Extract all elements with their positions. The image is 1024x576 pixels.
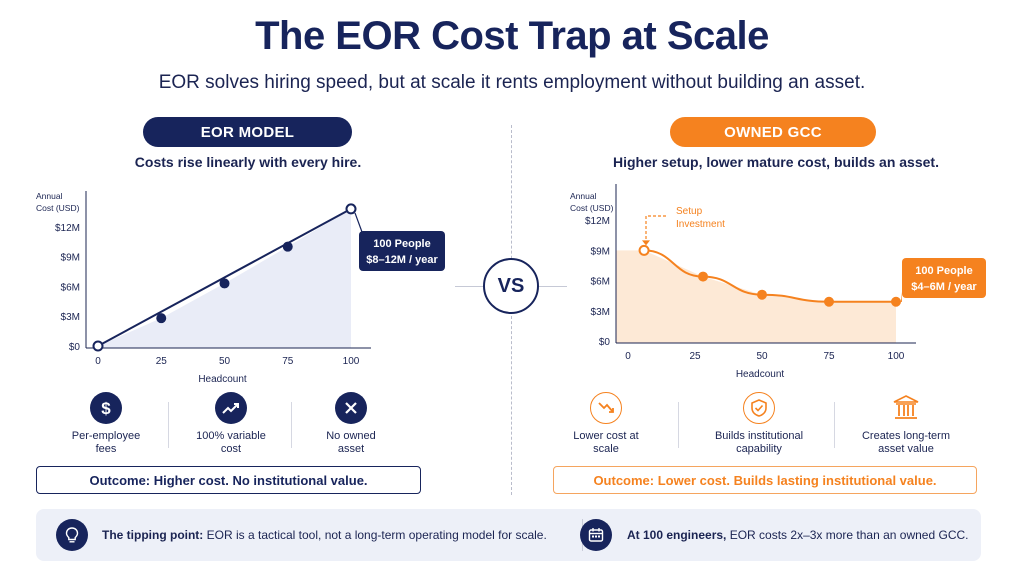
gcc-callout-box: [902, 258, 986, 298]
vs-badge: VS: [483, 258, 539, 314]
eor-x-tick-label: 75: [282, 356, 294, 367]
vs-line-right: [539, 286, 567, 287]
gcc-ylabel: Cost (USD): [570, 203, 614, 213]
gcc-y-tick-label: $0: [599, 337, 611, 348]
gcc-x-tick-label: 25: [689, 351, 701, 362]
feature-separator: [291, 402, 292, 448]
eor-callout-box: [359, 231, 445, 271]
eor-y-tick-label: $6M: [61, 282, 80, 293]
eor-x-tick-label: 0: [95, 356, 101, 367]
tipping-point-text: The tipping point: EOR is a tactical too…: [102, 528, 547, 542]
gcc-annotation-arrowhead: [642, 240, 650, 246]
eor-x-tick-label: 100: [343, 356, 360, 367]
gcc-y-tick-label: $3M: [591, 307, 610, 318]
eor-data-point: [92, 340, 104, 352]
eor-model-pill: EOR MODEL: [143, 117, 352, 147]
eor-xlabel: Headcount: [198, 374, 247, 385]
gcc-annotation-label: Investment: [676, 219, 725, 230]
svg-text:$: $: [101, 399, 111, 418]
dollar-icon: $: [90, 392, 122, 424]
eor-y-tick-label: $0: [69, 342, 81, 353]
eor-ylabel: Cost (USD): [36, 203, 80, 213]
gcc-feature-asset-value: Creates long-term asset value: [840, 392, 972, 456]
page-subtitle: EOR solves hiring speed, but at scale it…: [158, 72, 866, 93]
gcc-outcome-box: Outcome: Lower cost. Builds lasting inst…: [553, 466, 977, 494]
eor-feature-variable: 100% variable cost: [165, 392, 297, 456]
calendar-icon: [580, 519, 612, 551]
eor-callout-pointer: [354, 212, 363, 233]
gcc-data-point: [757, 289, 767, 300]
vs-line-left: [455, 286, 483, 287]
feature-label: Creates long-term asset value: [861, 430, 951, 455]
eor-series-line: [97, 208, 352, 347]
eor-ylabel: Annual: [36, 191, 63, 201]
feature-label: Builds institutional capability: [714, 430, 804, 455]
gcc-xlabel: Headcount: [736, 369, 785, 380]
gcc-callout-label: 100 People: [915, 265, 972, 277]
gcc-area: [616, 250, 896, 343]
feature-label: No owned asset: [326, 430, 376, 455]
owned-gcc-pill: OWNED GCC: [670, 117, 876, 147]
feature-label: Lower cost at scale: [573, 430, 639, 455]
eor-x-tick-label: 50: [219, 356, 231, 367]
eor-feature-no-asset: No owned asset: [285, 392, 417, 456]
gcc-data-point: [638, 244, 650, 256]
eor-x-tick-label: 25: [156, 356, 168, 367]
bank-icon: [890, 392, 922, 424]
feature-separator: [678, 402, 679, 448]
gcc-x-tick-label: 0: [625, 351, 631, 362]
trend-up-icon: [215, 392, 247, 424]
eor-data-point: [156, 313, 167, 324]
feature-separator: [168, 402, 169, 448]
gcc-x-tick-label: 50: [756, 351, 768, 362]
shield-check-icon: [743, 392, 775, 424]
gcc-callout-pointer: [901, 292, 902, 302]
eor-callout-label: 100 People: [373, 238, 430, 250]
gcc-annotation-label: Setup: [676, 206, 703, 217]
eor-outcome-box: Outcome: Higher cost. No institutional v…: [36, 466, 421, 494]
gcc-callout-label: $4–6M / year: [911, 281, 977, 293]
eor-callout-label: $8–12M / year: [366, 254, 438, 266]
gcc-data-point: [698, 271, 709, 282]
gcc-y-tick-label: $6M: [591, 277, 610, 288]
eor-data-point: [219, 278, 230, 289]
bottom-summary-bar: The tipping point: EOR is a tactical too…: [36, 509, 981, 561]
eor-y-tick-label: $9M: [61, 253, 80, 264]
eor-y-tick-label: $3M: [61, 312, 80, 323]
gcc-feature-capability: Builds institutional capability: [693, 392, 825, 456]
feature-label: Per-employee fees: [71, 430, 141, 455]
gcc-x-tick-label: 75: [823, 351, 835, 362]
gcc-ylabel: Annual: [570, 191, 597, 201]
eor-feature-fees: $ Per-employee fees: [40, 392, 172, 456]
trend-down-icon: [590, 392, 622, 424]
gcc-tagline: Higher setup, lower mature cost, builds …: [613, 154, 939, 170]
lightbulb-icon: [56, 519, 88, 551]
engineers-cost-text: At 100 engineers, EOR costs 2x–3x more t…: [627, 528, 969, 542]
gcc-annotation-arrow: [645, 215, 666, 243]
eor-y-tick-label: $12M: [55, 223, 80, 234]
gcc-y-tick-label: $9M: [591, 246, 610, 257]
feature-separator: [834, 402, 835, 448]
page-title: The EOR Cost Trap at Scale: [255, 14, 769, 58]
eor-area: [98, 208, 351, 348]
gcc-data-point: [824, 296, 834, 307]
eor-data-point: [345, 203, 357, 215]
x-icon: [335, 392, 367, 424]
gcc-x-tick-label: 100: [888, 351, 905, 362]
charts-canvas: Annual Cost (USD) $0 $3M $6M $9M $12M 0 25 50 75 10…: [36, 184, 986, 385]
eor-tagline: Costs rise linearly with every hire.: [134, 154, 362, 170]
gcc-feature-lower-cost: Lower cost at scale: [540, 392, 672, 456]
feature-label: 100% variable cost: [196, 430, 266, 455]
eor-data-point: [282, 241, 293, 252]
gcc-y-tick-label: $12M: [585, 216, 610, 227]
gcc-data-point: [891, 296, 901, 307]
